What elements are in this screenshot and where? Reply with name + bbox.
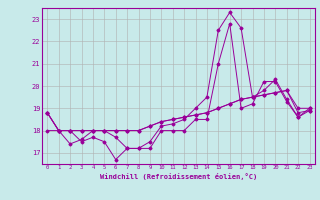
X-axis label: Windchill (Refroidissement éolien,°C): Windchill (Refroidissement éolien,°C) [100, 173, 257, 180]
